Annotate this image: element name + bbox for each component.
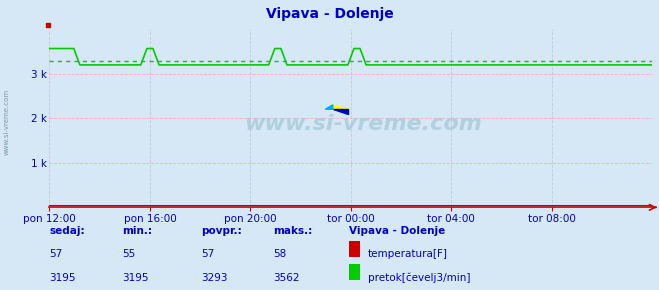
Text: 57: 57 xyxy=(201,249,214,259)
Text: www.si-vreme.com: www.si-vreme.com xyxy=(244,113,482,133)
Text: maks.:: maks.: xyxy=(273,226,313,236)
Text: min.:: min.: xyxy=(122,226,152,236)
Text: Vipava - Dolenje: Vipava - Dolenje xyxy=(266,7,393,21)
Text: povpr.:: povpr.: xyxy=(201,226,242,236)
Text: Vipava - Dolenje: Vipava - Dolenje xyxy=(349,226,445,236)
Text: www.si-vreme.com: www.si-vreme.com xyxy=(3,89,10,155)
Polygon shape xyxy=(333,105,348,109)
Text: sedaj:: sedaj: xyxy=(49,226,85,236)
Text: 58: 58 xyxy=(273,249,287,259)
Text: 3562: 3562 xyxy=(273,273,300,282)
Text: 55: 55 xyxy=(122,249,135,259)
Text: 57: 57 xyxy=(49,249,63,259)
Text: 3195: 3195 xyxy=(49,273,76,282)
Polygon shape xyxy=(326,105,333,109)
Text: 3293: 3293 xyxy=(201,273,227,282)
Text: 3195: 3195 xyxy=(122,273,148,282)
Polygon shape xyxy=(333,109,348,114)
Text: temperatura[F]: temperatura[F] xyxy=(368,249,447,259)
Text: pretok[čevelj3/min]: pretok[čevelj3/min] xyxy=(368,273,471,283)
